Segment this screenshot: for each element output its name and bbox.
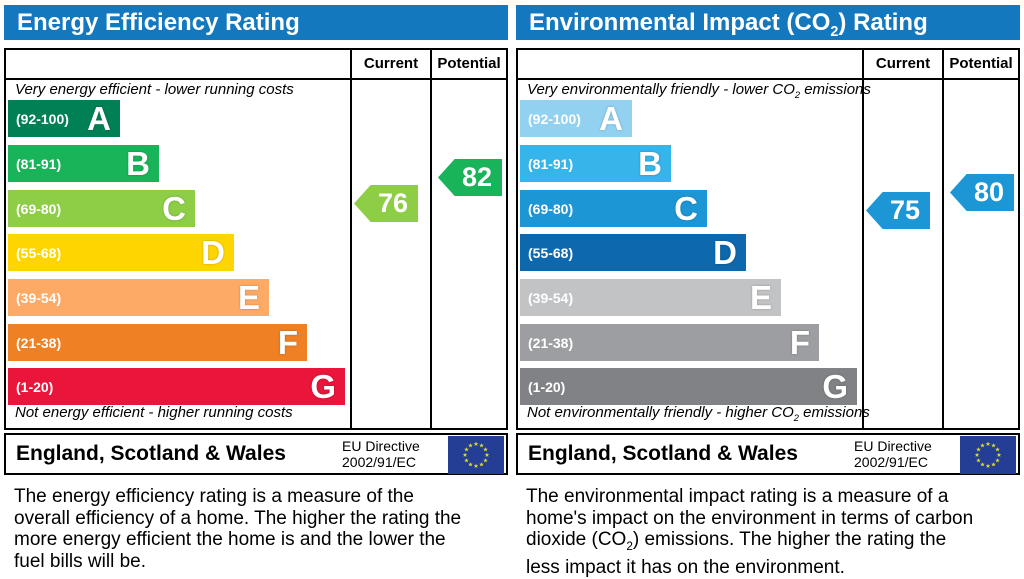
band-range: (92-100) [16,110,69,127]
region-footer: England, Scotland & Wales EU Directive 20… [4,433,508,475]
eu-flag-icon [448,436,504,474]
eu-flag-icon [960,436,1016,474]
title-text: Environmental Impact (CO [529,9,831,36]
band-row-b: (81-91) B [520,145,671,182]
band-row-f: (21-38) F [8,324,307,361]
band-letter: A [87,100,111,137]
eu-directive-label: EU Directive 2002/91/EC [854,438,932,470]
band-range: (1-20) [528,378,566,395]
co2-chart-title: Environmental Impact (CO2) Rating [516,5,1020,40]
title-text: Energy Efficiency Rating [17,9,300,36]
band-row-a: (92-100) A [520,100,632,137]
title-text-post: ) Rating [838,9,928,36]
band-range: (81-91) [528,155,574,172]
environmental-impact-chart: Environmental Impact (CO2) Rating Curren… [512,0,1024,578]
energy-efficiency-chart: Energy Efficiency Rating Current Potenti… [0,0,512,572]
region-label: England, Scotland & Wales [528,442,798,465]
column-divider [350,50,352,428]
band-row-f: (21-38) F [520,324,819,361]
column-divider [430,50,432,428]
band-letter: G [310,368,336,405]
region-footer: England, Scotland & Wales EU Directive 20… [516,433,1020,475]
current-rating-arrow: 75 [866,192,930,229]
band-letter: D [713,234,737,271]
eu-directive-label: EU Directive 2002/91/EC [342,438,420,470]
band-letter: F [789,324,810,361]
energy-rating-table: Current Potential Very energy efficient … [4,48,508,430]
band-letter: C [674,190,698,227]
band-letter: E [237,279,260,316]
band-row-d: (55-68) D [520,234,746,271]
band-row-e: (39-54) E [8,279,269,316]
band-row-b: (81-91) B [8,145,159,182]
header-row-divider [6,78,506,80]
current-rating-value: 75 [889,195,921,225]
band-range: (69-80) [16,200,62,217]
column-divider [862,50,864,428]
band-row-e: (39-54) E [520,279,781,316]
band-row-c: (69-80) C [8,190,195,227]
band-range: (39-54) [528,289,574,306]
band-letter: F [277,324,298,361]
band-range: (92-100) [528,110,581,127]
header-row-divider [518,78,1018,80]
band-letter: B [638,145,662,182]
band-range: (1-20) [16,378,54,395]
band-range: (69-80) [528,200,574,217]
band-row-g: (1-20) G [520,368,857,405]
potential-column-header: Potential [949,55,1013,72]
band-letter: D [201,234,225,271]
potential-rating-value: 80 [973,177,1005,207]
energy-chart-title: Energy Efficiency Rating [4,5,508,40]
band-range: (55-68) [16,244,62,261]
band-range: (55-68) [528,244,574,261]
band-letter: B [126,145,150,182]
current-column-header: Current [363,55,419,72]
potential-rating-value: 82 [461,162,493,192]
band-range: (21-38) [16,334,62,351]
band-letter: E [749,279,772,316]
co2-rating-table: Current Potential Very environmentally f… [516,48,1020,430]
column-divider [942,50,944,428]
band-letter: A [599,100,623,137]
title-sub: 2 [830,23,839,40]
potential-rating-arrow: 82 [438,159,502,196]
current-rating-arrow: 76 [354,185,418,222]
band-letter: C [162,190,186,227]
energy-rating-description: The energy efficiency rating is a measur… [14,486,462,572]
potential-rating-arrow: 80 [950,174,1014,211]
band-row-g: (1-20) G [8,368,345,405]
band-row-c: (69-80) C [520,190,707,227]
region-label: England, Scotland & Wales [16,442,286,465]
scale-top-note: Very environmentally friendly - lower CO… [527,81,871,100]
scale-bottom-note: Not energy efficient - higher running co… [15,404,293,421]
co2-rating-description: The environmental impact rating is a mea… [526,486,974,579]
current-column-header: Current [875,55,931,72]
band-letter: G [822,368,848,405]
band-row-a: (92-100) A [8,100,120,137]
band-range: (21-38) [528,334,574,351]
band-range: (81-91) [16,155,62,172]
band-range: (39-54) [16,289,62,306]
band-row-d: (55-68) D [8,234,234,271]
scale-top-note: Very energy efficient - lower running co… [15,81,294,98]
potential-column-header: Potential [437,55,501,72]
current-rating-value: 76 [377,188,409,218]
scale-bottom-note: Not environmentally friendly - higher CO… [527,404,870,423]
